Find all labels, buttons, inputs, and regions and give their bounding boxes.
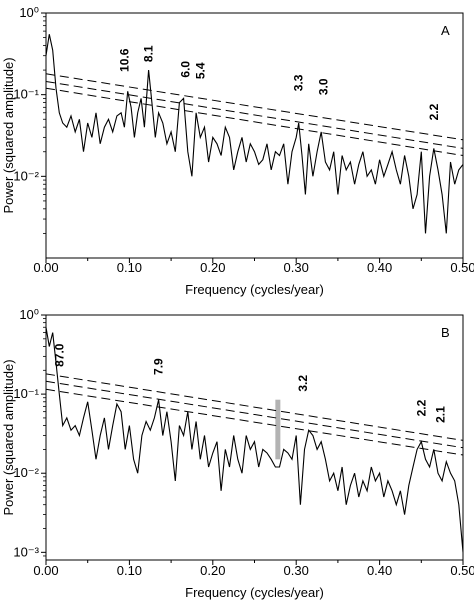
plot-frame: [45, 12, 464, 259]
y-tick-label: 10⁰: [19, 5, 39, 20]
peak-period-label: 7.9: [152, 358, 166, 375]
y-tick-label: 10⁻³: [13, 544, 39, 559]
peak-period-label: 2.2: [427, 103, 441, 120]
x-tick-label: 0.10: [117, 563, 142, 578]
x-tick-label: 0.50: [450, 260, 474, 275]
y-tick-label: 10⁻²: [13, 168, 39, 183]
peak-period-label: 2.2: [414, 399, 428, 416]
y-tick-label: 10⁰: [19, 307, 39, 322]
highlight-bar: [275, 399, 281, 460]
confidence-line: [45, 87, 464, 156]
peak-period-label: 3.3: [292, 74, 306, 91]
x-tick-label: 0.20: [200, 563, 225, 578]
panel-letter: A: [441, 23, 450, 38]
x-axis-title: Frequency (cycles/year): [185, 282, 324, 297]
confidence-line: [45, 81, 464, 149]
peak-period-label: 3.0: [317, 78, 331, 95]
panel-a: 0.00 0.10 0.20 0.30 0.40 0.50 10⁰ 10⁻¹ 10⁻² 10.6 8…: [1, 5, 474, 297]
peak-period-label: 2.1: [433, 406, 447, 423]
x-tick-label: 0.40: [367, 260, 392, 275]
x-tick-label: 0.30: [284, 260, 309, 275]
peak-period-label: 8.1: [142, 45, 156, 62]
confidence-line: [45, 373, 464, 441]
peak-period-label: 5.4: [193, 62, 207, 79]
x-tick-label: 0.00: [33, 563, 58, 578]
spectrum-line: [45, 34, 464, 234]
y-tick-label: 10⁻¹: [13, 87, 39, 102]
x-tick-label: 0.10: [117, 260, 142, 275]
spectrum-line: [45, 327, 464, 553]
confidence-line: [45, 380, 464, 449]
x-tick-label: 0.40: [367, 563, 392, 578]
x-tick-label: 0.30: [284, 563, 309, 578]
x-axis-title: Frequency (cycles/year): [185, 585, 324, 600]
y-axis-title: Power (squared amplitude): [1, 359, 16, 515]
peak-period-label: 6.0: [178, 61, 192, 78]
x-tick-label: 0.00: [33, 260, 58, 275]
peak-period-label: 10.6: [117, 48, 131, 72]
panel-letter: B: [441, 325, 450, 340]
confidence-line: [45, 73, 464, 141]
panel-b: 0.00 0.10 0.20 0.30 0.40 0.50 10⁰ 10⁻¹ 10⁻² 10⁻³ 8…: [1, 307, 474, 600]
peak-period-label: 87.0: [52, 343, 66, 367]
y-tick-label: 10⁻²: [13, 465, 39, 480]
peak-period-label: 3.2: [296, 375, 310, 392]
x-tick-label: 0.20: [200, 260, 225, 275]
confidence-line: [45, 388, 464, 456]
y-axis-title: Power (squared amplitude): [1, 57, 16, 213]
x-tick-label: 0.50: [450, 563, 474, 578]
y-tick-label: 10⁻¹: [13, 386, 39, 401]
